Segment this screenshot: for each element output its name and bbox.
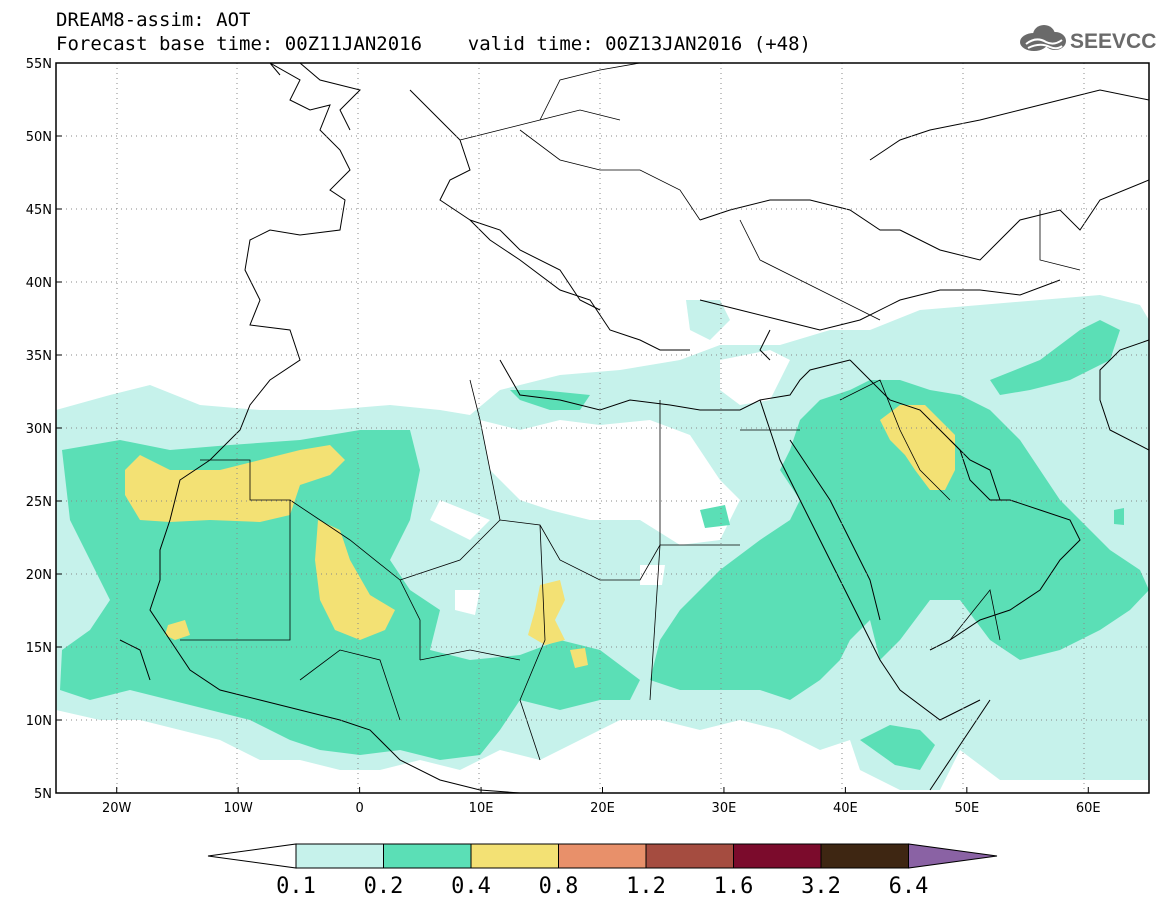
lat-tick-label: 50N bbox=[26, 130, 52, 145]
colorbar-label: 0.4 bbox=[451, 874, 491, 899]
lon-tick-label: 10W bbox=[223, 801, 253, 816]
colorbar-overflow-arrow bbox=[908, 843, 998, 869]
lat-tick-label: 10N bbox=[26, 714, 52, 729]
lat-tick-label: 5N bbox=[34, 787, 52, 802]
lon-tick-label: 0 bbox=[355, 801, 363, 816]
lon-tick-label: 40E bbox=[833, 801, 858, 816]
colorbar-bin bbox=[820, 843, 909, 869]
lat-tick-label: 20N bbox=[26, 568, 52, 583]
lon-tick-label: 10E bbox=[469, 801, 494, 816]
logo-text: SEEVCCC bbox=[1070, 30, 1156, 53]
forecast-time-subtitle: Forecast base time: 00Z11JAN2016 valid t… bbox=[56, 33, 811, 55]
country-borders bbox=[180, 63, 1081, 761]
colorbar-label: 1.2 bbox=[626, 874, 666, 899]
lat-tick-label: 30N bbox=[26, 422, 52, 437]
colorbar-bin bbox=[470, 843, 559, 869]
colorbar-underflow-arrow bbox=[207, 843, 297, 869]
aot-field bbox=[56, 295, 1149, 790]
map-title: DREAM8-assim: AOT bbox=[56, 9, 251, 31]
lat-tick-label: 40N bbox=[26, 276, 52, 291]
lat-tick-label: 55N bbox=[26, 57, 52, 72]
lon-tick-label: 30E bbox=[712, 801, 737, 816]
colorbar-label: 0.2 bbox=[364, 874, 404, 899]
colorbar-bin bbox=[558, 843, 647, 869]
lat-tick-label: 15N bbox=[26, 641, 52, 656]
colorbar-label: 6.4 bbox=[889, 874, 929, 899]
colorbar-bin bbox=[383, 843, 472, 869]
gridlines bbox=[56, 63, 1149, 793]
lon-tick-label: 60E bbox=[1076, 801, 1101, 816]
lon-tick-label: 20E bbox=[590, 801, 615, 816]
cloud-icon bbox=[1020, 25, 1066, 51]
colorbar-label: 0.8 bbox=[539, 874, 579, 899]
lat-tick-label: 45N bbox=[26, 203, 52, 218]
coastlines bbox=[119, 63, 1149, 793]
colorbar-bin bbox=[295, 843, 384, 869]
lon-tick-label: 20W bbox=[102, 801, 132, 816]
lat-tick-label: 25N bbox=[26, 495, 52, 510]
latitude-axis: 55N 50N 45N 40N 35N 30N 25N 20N 15N 10N 5N bbox=[26, 57, 62, 802]
colorbar-bin bbox=[645, 843, 734, 869]
colorbar-label: 1.6 bbox=[714, 874, 754, 899]
longitude-axis: 20W 10W 0 10E 20E 30E 40E 50E 60E bbox=[102, 787, 1101, 816]
aot-gap bbox=[430, 350, 790, 615]
seevccc-logo: SEEVCCC bbox=[1020, 25, 1156, 53]
colorbar-bin bbox=[733, 843, 822, 869]
colorbar-label: 3.2 bbox=[801, 874, 841, 899]
aot-colorbar: 0.1 0.2 0.4 0.8 1.2 1.6 3.2 6.4 bbox=[207, 843, 998, 899]
colorbar-label: 0.1 bbox=[276, 874, 316, 899]
lat-tick-label: 35N bbox=[26, 349, 52, 364]
lon-tick-label: 50E bbox=[954, 801, 979, 816]
